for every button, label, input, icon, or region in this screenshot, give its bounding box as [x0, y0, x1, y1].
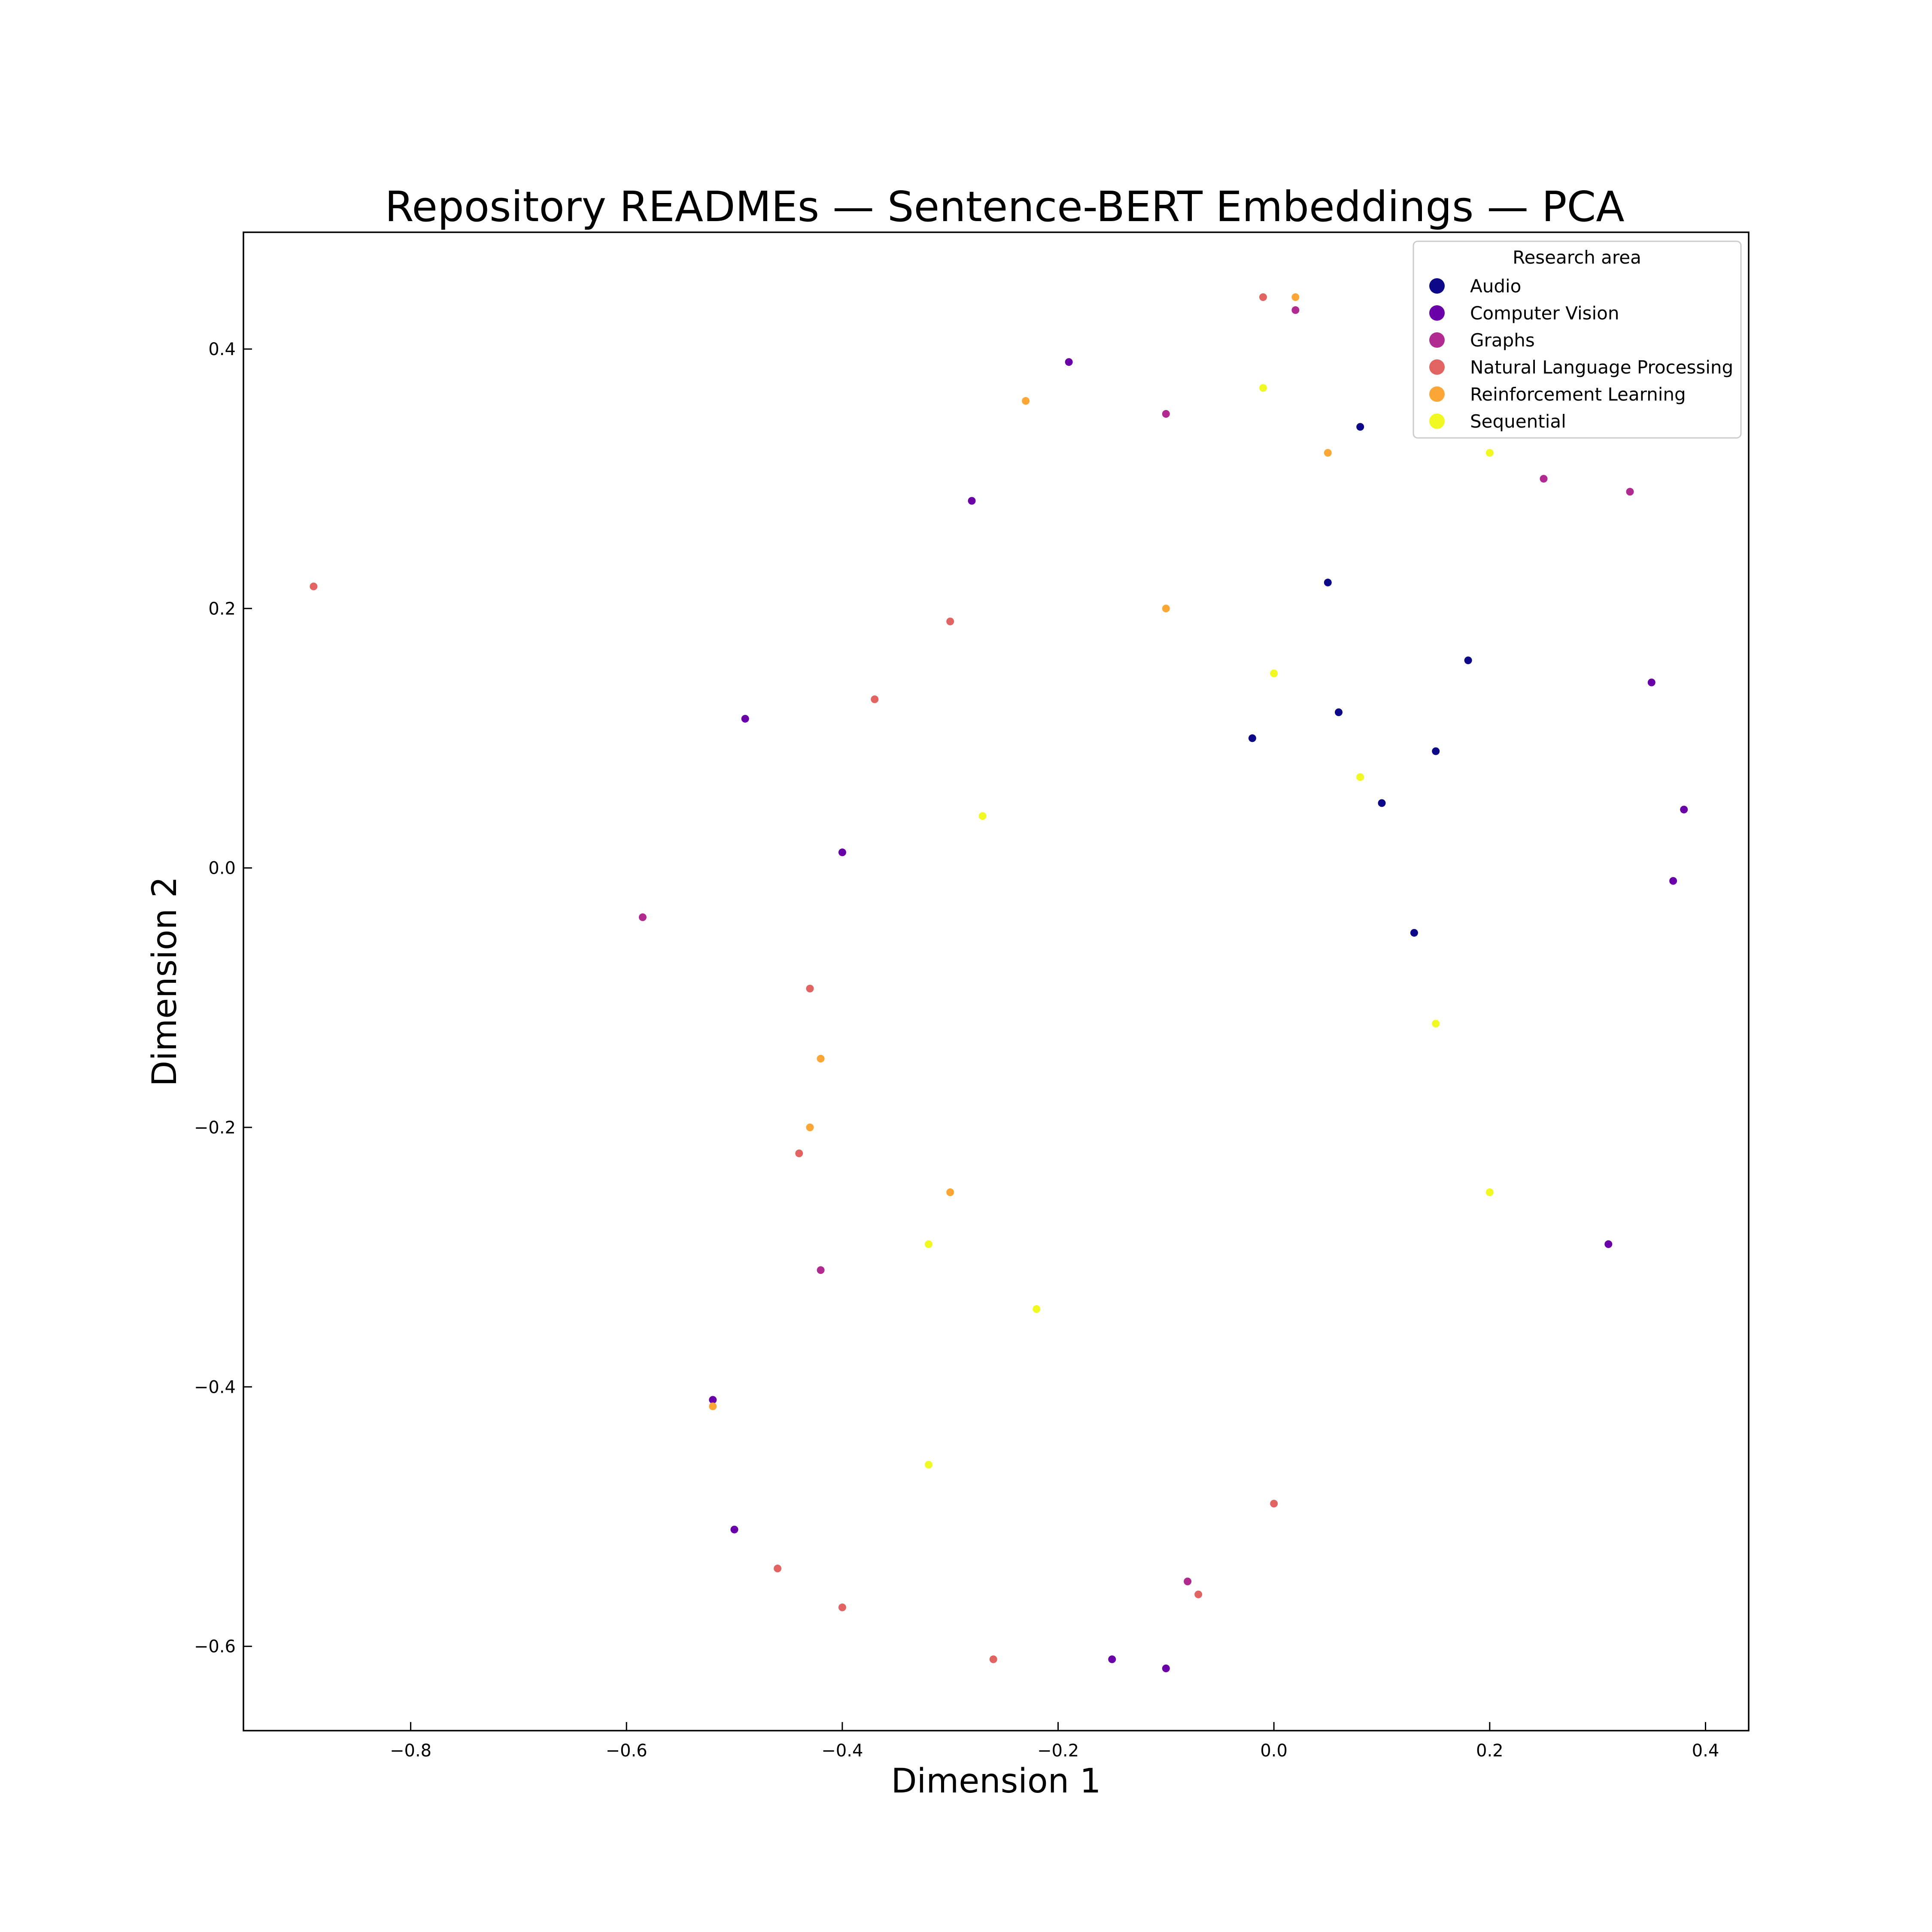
x-tick-label: 0.4 [1692, 1741, 1719, 1761]
x-tick-label: −0.8 [390, 1741, 431, 1761]
legend-marker-2 [1429, 332, 1445, 348]
scatter-point-1-11 [1604, 1240, 1613, 1248]
y-axis-label: Dimension 2 [146, 876, 184, 1086]
y-axis: −0.6 −0.4 −0.2 0.0 0.2 0.4 [194, 340, 252, 1657]
scatter-point-2-1 [1626, 488, 1634, 496]
y-tick-label: −0.6 [194, 1637, 236, 1657]
scatter-point-0-6 [1464, 656, 1472, 665]
series-2 [638, 306, 1634, 1586]
legend-label-2: Graphs [1470, 330, 1535, 351]
scatter-point-1-0 [741, 715, 749, 723]
scatter-point-1-9 [1065, 358, 1073, 366]
scatter-point-5-3 [924, 1461, 933, 1469]
legend: Research area Audio Computer Vision Graphs… [1413, 240, 1742, 439]
legend-box [1413, 240, 1742, 439]
scatter-point-5-6 [1270, 669, 1278, 677]
scatter-point-3-8 [871, 695, 879, 703]
scatter-point-3-2 [989, 1655, 997, 1663]
legend-items: Audio Computer Vision Graphs Natural Langua… [1429, 276, 1733, 432]
scatter-point-4-4 [806, 1123, 814, 1131]
legend-marker-1 [1429, 305, 1445, 321]
scatter-point-1-6 [1162, 1665, 1170, 1672]
scatter-point-3-3 [838, 1603, 846, 1611]
scatter-point-3-6 [795, 1149, 803, 1157]
scatter-point-5-7 [1356, 773, 1364, 781]
scatter-point-1-5 [709, 1396, 717, 1404]
x-tick-label: 0.2 [1476, 1741, 1504, 1761]
scatter-point-0-5 [1410, 929, 1418, 937]
plot-frame [243, 231, 1750, 1732]
series-4 [709, 293, 1332, 1410]
chart-title: Repository READMEs — Sentence-BERT Embed… [385, 182, 1624, 231]
legend-marker-3 [1429, 359, 1445, 375]
scatter-point-5-9 [1432, 1020, 1440, 1028]
scatter-point-4-0 [709, 1402, 717, 1410]
series-1 [709, 358, 1688, 1672]
scatter-point-2-5 [817, 1266, 825, 1274]
scatter-point-3-1 [806, 984, 814, 993]
scatter-point-5-2 [1485, 449, 1494, 457]
legend-label-4: Reinforcement Learning [1470, 384, 1686, 405]
scatter-point-0-2 [1335, 708, 1343, 716]
scatter-point-3-0 [310, 582, 318, 590]
scatter-point-0-0 [1356, 423, 1364, 431]
scatter-point-1-1 [838, 848, 846, 857]
scatter-point-1-4 [730, 1525, 738, 1534]
scatter-point-2-4 [1540, 475, 1548, 483]
scatter-point-0-3 [1378, 799, 1386, 807]
scatter-point-3-4 [1259, 293, 1267, 301]
legend-title: Research area [1513, 247, 1641, 268]
scatter-point-0-7 [1324, 578, 1332, 586]
scatter-point-4-7 [1162, 605, 1170, 613]
scatter-point-2-3 [1162, 410, 1170, 418]
legend-marker-0 [1429, 278, 1445, 294]
series-5 [924, 384, 1494, 1469]
scatter-point-3-9 [1194, 1590, 1203, 1598]
legend-label-5: Sequential [1470, 411, 1566, 432]
legend-label-3: Natural Language Processing [1470, 357, 1733, 378]
scatter-point-3-7 [774, 1564, 782, 1573]
scatter-point-5-1 [924, 1240, 933, 1248]
scatter-point-1-10 [1647, 678, 1656, 687]
scatter-point-1-7 [1108, 1655, 1116, 1663]
legend-label-1: Computer Vision [1470, 303, 1619, 324]
scatter-point-2-0 [638, 913, 647, 921]
scatter-point-3-10 [1270, 1500, 1278, 1508]
scatter-point-1-2 [1680, 805, 1688, 814]
scatter-point-2-6 [1184, 1577, 1192, 1586]
scatter-point-4-1 [817, 1054, 825, 1063]
legend-label-0: Audio [1470, 276, 1521, 297]
scatter-point-2-2 [1291, 306, 1300, 314]
scatter-point-1-8 [968, 497, 976, 505]
y-tick-label: 0.4 [208, 340, 236, 359]
x-tick-label: 0.0 [1260, 1741, 1288, 1761]
legend-marker-4 [1429, 386, 1445, 402]
x-tick-label: −0.2 [1037, 1741, 1079, 1761]
y-tick-label: 0.2 [208, 599, 236, 619]
scatter-point-5-0 [1259, 384, 1267, 392]
x-axis-label: Dimension 1 [891, 1762, 1101, 1801]
y-tick-label: 0.0 [208, 859, 236, 878]
scatter-point-4-2 [1022, 397, 1030, 405]
points-layer [310, 293, 1688, 1672]
series-3 [310, 293, 1278, 1663]
scatter-point-4-6 [1324, 449, 1332, 457]
scatter-point-4-3 [1291, 293, 1300, 301]
scatter-point-0-1 [1432, 747, 1440, 755]
scatter-point-0-4 [1248, 734, 1256, 742]
legend-marker-5 [1429, 413, 1445, 429]
scatter-point-5-8 [978, 812, 987, 820]
scatter-point-3-5 [946, 617, 954, 626]
scatter-point-5-5 [1033, 1305, 1041, 1313]
y-tick-label: −0.4 [194, 1377, 236, 1397]
x-tick-label: −0.6 [606, 1741, 647, 1761]
y-tick-label: −0.2 [194, 1118, 236, 1138]
scatter-point-4-5 [946, 1188, 954, 1196]
x-tick-label: −0.4 [821, 1741, 863, 1761]
x-axis: −0.8 −0.6 −0.4 −0.2 0.0 0.2 0.4 [390, 1722, 1719, 1761]
series-0 [1248, 423, 1472, 937]
scatter-point-5-4 [1485, 1188, 1494, 1196]
scatter-point-1-3 [1669, 877, 1677, 885]
